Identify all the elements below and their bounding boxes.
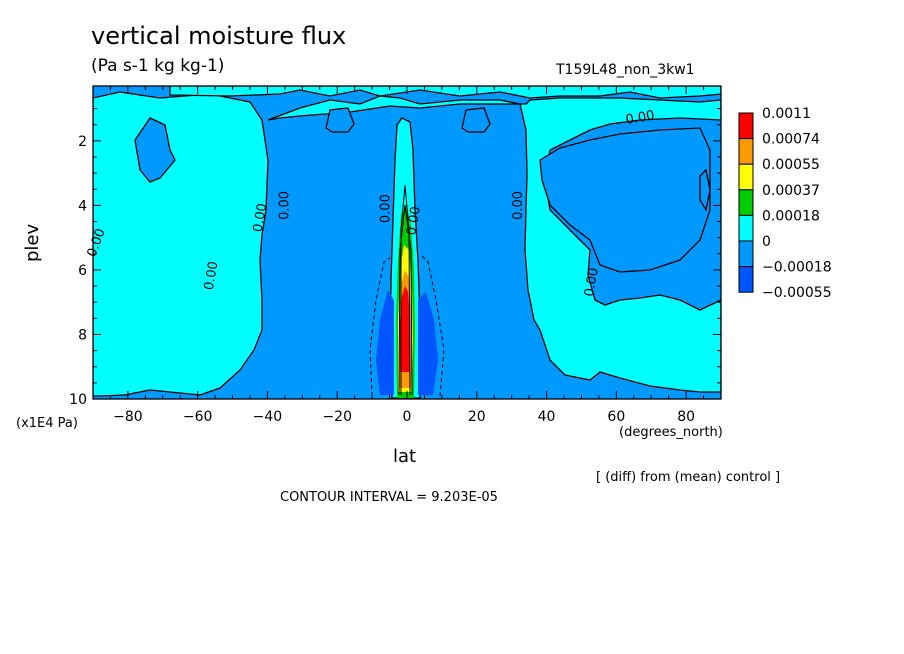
x-tick-label: −40 — [253, 409, 283, 425]
field-island-3 — [461, 107, 491, 133]
x-axis-label: lat — [393, 446, 417, 467]
colorbar-label: 0 — [762, 234, 771, 250]
field-red-core — [400, 286, 410, 372]
x-axis: −80 −60 −40 −20 0 20 40 60 80 — [92, 86, 722, 425]
colorbar-swatch — [738, 240, 754, 268]
contour-dashed-east — [421, 255, 445, 397]
contour-label: 0.00 — [625, 108, 656, 128]
x-tick-label: 20 — [468, 409, 486, 425]
colorbar-label: 0.00055 — [762, 157, 820, 173]
colorbar-swatch — [738, 163, 754, 191]
field-island-4 — [539, 127, 711, 273]
y-tick-label: 2 — [78, 134, 87, 150]
contour-label: 0.00 — [404, 205, 424, 236]
contour-label: 0.00 — [379, 194, 394, 223]
y-tick-label: 10 — [69, 392, 87, 408]
colorbar: 0.0011 0.00074 0.00055 0.00037 0.00018 0 −0.00… — [738, 106, 832, 301]
y-axis-label: plev — [22, 223, 43, 262]
field-cyan-nh-west — [267, 95, 721, 393]
x-tick-label: 80 — [677, 409, 695, 425]
field-blue-east-lobe — [418, 292, 438, 395]
field-island-5 — [699, 168, 711, 212]
colorbar-label: 0.0011 — [762, 106, 811, 122]
x-tick-label: −80 — [113, 409, 143, 425]
colorbar-label: 0.00018 — [762, 208, 820, 224]
y-axis: 2 4 6 8 10 — [69, 108, 721, 408]
contour-inner-2 — [398, 204, 413, 396]
contour-label: 0.00 — [582, 267, 602, 298]
contour-interval: CONTOUR INTERVAL = 9.203E-05 — [280, 490, 498, 505]
chart-units: (Pa s-1 kg kg-1) — [91, 56, 225, 76]
x-axis-unit: (degrees_north) — [619, 425, 723, 440]
contour-dashed-west — [369, 257, 391, 397]
y-tick-label: 6 — [78, 263, 87, 279]
field-cyan-upper — [169, 86, 721, 99]
contour-label: 0.00 — [251, 202, 271, 233]
colorbar-label: −0.00055 — [762, 285, 832, 301]
run-id: T159L48_non_3kw1 — [556, 62, 695, 78]
contour-label: 0.00 — [277, 191, 292, 220]
contour-label: 0.00 — [511, 191, 526, 220]
colorbar-swatch — [738, 266, 754, 293]
colorbar-label: −0.00018 — [762, 260, 832, 276]
colorbar-swatch — [738, 189, 754, 216]
field-cyan-west — [93, 91, 269, 397]
y-tick-label: 8 — [78, 327, 87, 343]
footnote: [ (diff) from (mean) control ] — [596, 470, 781, 485]
contour-label: 0.00 — [202, 260, 222, 291]
x-tick-label: 60 — [607, 409, 625, 425]
colorbar-label: 0.00037 — [762, 183, 820, 199]
colorbar-swatch — [738, 138, 754, 165]
y-tick-label: 4 — [78, 198, 87, 214]
chart-title: vertical moisture flux — [91, 22, 347, 50]
contour-labels: 0.000.000.00 0.00 0.00 0.00 0.000.000.00 — [85, 108, 656, 298]
colorbar-label: 0.00074 — [762, 132, 820, 148]
x-tick-label: −60 — [183, 409, 213, 425]
x-tick-label: 0 — [403, 409, 412, 425]
field-island-1 — [134, 117, 176, 183]
field-island-2 — [325, 107, 355, 133]
colorbar-swatch — [738, 214, 754, 242]
colorbar-swatch — [738, 112, 754, 140]
contour-inner-1 — [400, 184, 411, 396]
y-axis-unit: (x1E4 Pa) — [16, 416, 78, 431]
field-blue-west-lobe — [376, 290, 394, 395]
x-tick-label: −20 — [322, 409, 352, 425]
x-tick-label: 40 — [538, 409, 556, 425]
